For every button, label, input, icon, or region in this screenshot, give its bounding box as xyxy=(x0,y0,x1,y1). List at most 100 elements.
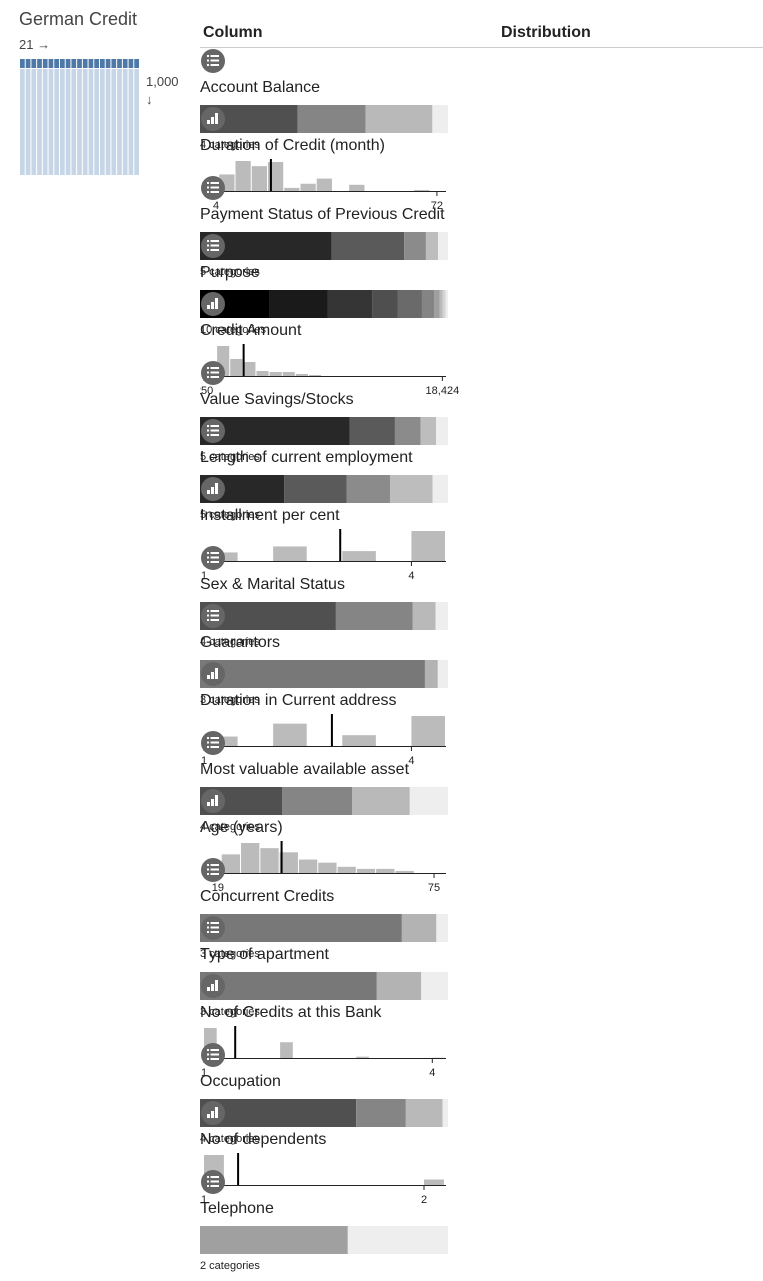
category-segment xyxy=(200,660,425,688)
icon-glyph xyxy=(215,668,218,679)
thumb-body-cell xyxy=(71,69,76,175)
column-count: 21 → xyxy=(19,37,50,52)
thumb-header-cell xyxy=(94,59,99,68)
arrow-right: → xyxy=(37,37,50,52)
histogram-bar xyxy=(342,735,376,746)
column-name: Credit Amount xyxy=(200,322,763,340)
thumb-body-cell xyxy=(37,69,42,175)
icon-glyph xyxy=(215,298,218,309)
categorical-icon xyxy=(200,857,226,883)
thumb-header-cell xyxy=(83,59,88,68)
thumb-header-cell xyxy=(37,59,42,68)
category-segment xyxy=(402,914,436,942)
histogram-bar xyxy=(356,1057,369,1058)
thumb-header-cell xyxy=(66,59,71,68)
icon-glyph xyxy=(207,425,209,427)
categorical-icon xyxy=(200,418,226,444)
category-segment xyxy=(425,660,438,688)
category-segment xyxy=(390,475,433,503)
histogram-bar xyxy=(273,546,307,561)
category-segment xyxy=(350,417,395,445)
row-count-value: 1,000 xyxy=(146,74,179,89)
icon-glyph xyxy=(211,615,220,617)
column-name: No of dependents xyxy=(200,1131,763,1149)
numeric-icon xyxy=(200,106,226,132)
thumb-body-cell xyxy=(94,69,99,175)
icon-glyph xyxy=(207,931,209,933)
thumb-body-cell xyxy=(89,69,94,175)
histogram-bar xyxy=(243,362,255,376)
icon-glyph xyxy=(207,742,209,744)
categorical-icon xyxy=(200,545,226,571)
icon-glyph xyxy=(215,795,218,806)
icon-glyph xyxy=(211,1054,220,1056)
icon-glyph xyxy=(207,120,210,124)
icon-glyph xyxy=(211,191,220,193)
histogram-bar xyxy=(241,843,259,873)
thumb-header-cell xyxy=(26,59,31,68)
category-segment xyxy=(395,417,421,445)
icon-glyph xyxy=(211,927,220,929)
thumb-header-cell xyxy=(31,59,36,68)
icon-glyph xyxy=(211,552,220,554)
category-segment xyxy=(434,290,439,318)
icon-glyph xyxy=(211,425,220,427)
category-segment xyxy=(446,290,448,318)
icon-glyph xyxy=(211,737,220,739)
icon-glyph xyxy=(211,430,220,432)
categorical-icon xyxy=(200,603,226,629)
icon-glyph xyxy=(207,869,209,871)
category-segment xyxy=(282,787,352,815)
histogram-bar xyxy=(376,869,394,873)
icon-glyph xyxy=(211,487,214,494)
histogram-bar xyxy=(395,871,413,873)
histogram-bar xyxy=(273,724,307,746)
icon-glyph xyxy=(211,240,220,242)
category-segment xyxy=(200,972,377,1000)
category-segment xyxy=(440,290,443,318)
thumb-body-cell xyxy=(66,69,71,175)
histogram-bar xyxy=(309,375,321,376)
icon-glyph xyxy=(207,675,210,679)
column-name: Type of apartment xyxy=(200,946,763,964)
categorical-icon xyxy=(200,915,226,941)
category-segment xyxy=(331,232,404,260)
category-segment xyxy=(421,972,448,1000)
histogram-bar xyxy=(283,372,295,376)
categorical-icon xyxy=(200,360,226,386)
icon-glyph xyxy=(211,799,214,806)
category-segment xyxy=(356,1099,406,1127)
thumb-body-cell xyxy=(111,69,116,175)
icon-glyph xyxy=(207,1185,209,1187)
icon-glyph xyxy=(211,931,220,933)
icon-glyph xyxy=(211,873,220,875)
thumb-body-cell xyxy=(20,69,25,175)
icon-glyph xyxy=(211,367,220,369)
category-segment xyxy=(327,290,372,318)
icon-glyph xyxy=(215,483,218,494)
thumb-body-cell xyxy=(123,69,128,175)
page: German Credit 21 → 1,000↓ Column Distrib… xyxy=(0,0,763,1250)
icon-glyph xyxy=(211,746,220,748)
thumb-header-cell xyxy=(77,59,82,68)
category-segment xyxy=(436,914,448,942)
categorical-icon xyxy=(200,233,226,259)
icon-glyph xyxy=(211,64,220,66)
column-name: Installment per cent xyxy=(200,507,763,525)
icon-glyph xyxy=(207,802,210,806)
icon-glyph xyxy=(211,1111,214,1118)
icon-glyph xyxy=(211,1176,220,1178)
icon-glyph xyxy=(211,1181,220,1183)
thumb-header-cell xyxy=(71,59,76,68)
category-segment xyxy=(438,660,448,688)
categorical-icon xyxy=(200,730,226,756)
icon-glyph xyxy=(211,182,220,184)
category-segment xyxy=(284,475,347,503)
icon-glyph xyxy=(207,191,209,193)
column-name: Value Savings/Stocks xyxy=(200,391,763,409)
dataset-thumbnail xyxy=(19,59,141,177)
icon-glyph xyxy=(211,561,220,563)
column-name: No of Credits at this Bank xyxy=(200,1004,763,1022)
icon-glyph xyxy=(211,55,220,57)
histogram-bar xyxy=(317,179,332,191)
